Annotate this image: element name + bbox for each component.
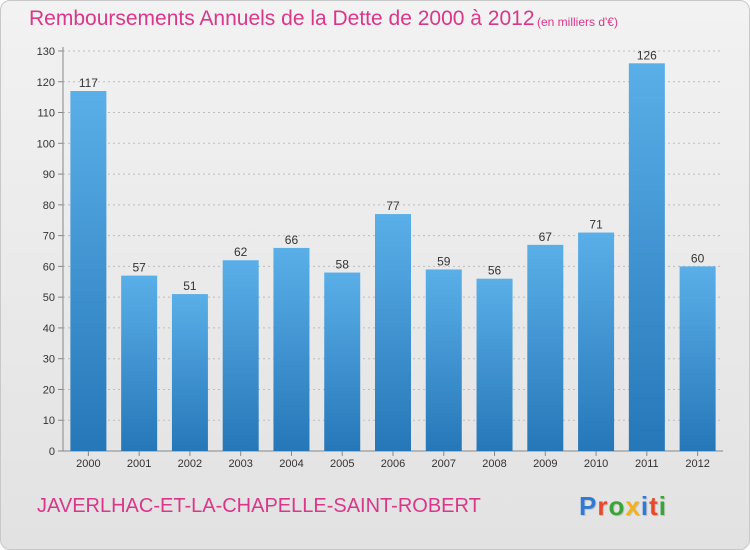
y-tick-label: 120 [37,77,55,89]
bar-value-label: 59 [437,254,451,268]
y-tick-label: 90 [43,169,55,181]
bar [70,91,107,451]
y-tick-label: 130 [37,46,55,58]
y-tick-label: 100 [37,138,55,150]
bar [324,272,361,451]
bar [527,244,564,451]
x-tick-label: 2004 [279,458,303,470]
logo-letter: P [579,491,598,521]
x-tick-label: 2009 [533,458,557,470]
x-tick-label: 2001 [127,458,151,470]
bar [222,260,259,451]
bar [273,247,310,451]
y-tick-label: 60 [43,261,55,273]
bar [171,294,208,451]
bar-value-label: 57 [132,261,146,275]
chart-title: Remboursements Annuels de la Dette de 20… [29,7,535,30]
bar-value-label: 126 [637,48,657,62]
bar [121,275,158,451]
bar-value-label: 67 [539,230,553,244]
x-tick-label: 2012 [685,458,709,470]
x-tick-label: 2006 [381,458,405,470]
bar-value-label: 56 [488,264,502,278]
logo-letter: x [625,491,641,521]
bar [375,214,411,451]
bar-chart: 0 10 20 30 40 50 60 70 80 90 100 110 120 130 117 2000 57… [37,46,723,470]
logo-letter: r [597,491,609,521]
x-tick-label: 2005 [330,458,354,470]
y-tick-label: 10 [43,415,55,427]
chart-unit: (en milliers d'€) [537,15,618,29]
x-tick-label: 2011 [635,458,659,470]
bar [679,266,716,451]
y-tick-label: 40 [43,323,55,335]
x-tick-label: 2008 [482,458,506,470]
x-tick-label: 2002 [178,458,202,470]
bar [476,278,513,451]
bar-value-label: 62 [234,245,248,259]
bar [628,63,665,452]
x-tick-label: 2007 [432,458,456,470]
logo-letter: o [608,491,626,521]
y-tick-label: 70 [43,231,55,243]
bar-value-label: 51 [183,279,197,293]
bar-value-label: 71 [589,218,603,232]
bar-value-label: 60 [691,251,705,265]
proxiti-logo: Proxiti [579,491,667,522]
logo-letter: i [640,491,650,521]
bar-value-label: 77 [386,199,400,213]
y-tick-label: 20 [43,384,55,396]
y-tick-label: 80 [43,200,55,212]
bar-value-label: 66 [285,233,299,247]
logo-letter: i [658,491,667,521]
x-tick-label: 2010 [584,458,608,470]
y-tick-label: 30 [43,354,55,366]
bar-value-label: 58 [336,258,350,272]
bar-value-label: 117 [79,76,98,90]
y-tick-label: 0 [49,446,55,458]
y-tick-label: 50 [43,292,55,304]
y-tick-label: 110 [37,108,55,120]
bar [578,232,615,451]
commune-name: JAVERLHAC-ET-LA-CHAPELLE-SAINT-ROBERT [37,495,481,517]
x-tick-label: 2000 [76,458,100,470]
x-tick-label: 2003 [228,458,252,470]
logo-letter: t [649,491,659,521]
bar [425,269,462,451]
